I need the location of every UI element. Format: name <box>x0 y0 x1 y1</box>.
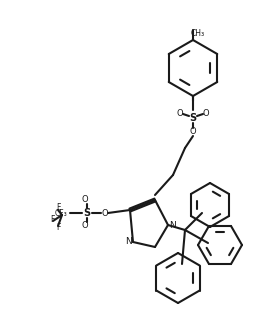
Text: O: O <box>102 209 108 217</box>
Text: O: O <box>190 128 196 136</box>
Text: S: S <box>83 208 91 218</box>
Text: F: F <box>56 223 60 232</box>
Text: O: O <box>82 196 88 204</box>
Text: CF₃: CF₃ <box>55 209 67 217</box>
Text: N: N <box>169 220 175 230</box>
Text: F: F <box>50 215 54 225</box>
Text: N: N <box>126 237 132 247</box>
Text: F: F <box>56 203 60 213</box>
Text: O: O <box>177 109 183 117</box>
Text: O: O <box>203 109 209 117</box>
Text: O: O <box>82 221 88 231</box>
Text: S: S <box>189 113 196 123</box>
Text: CH₃: CH₃ <box>191 28 205 38</box>
